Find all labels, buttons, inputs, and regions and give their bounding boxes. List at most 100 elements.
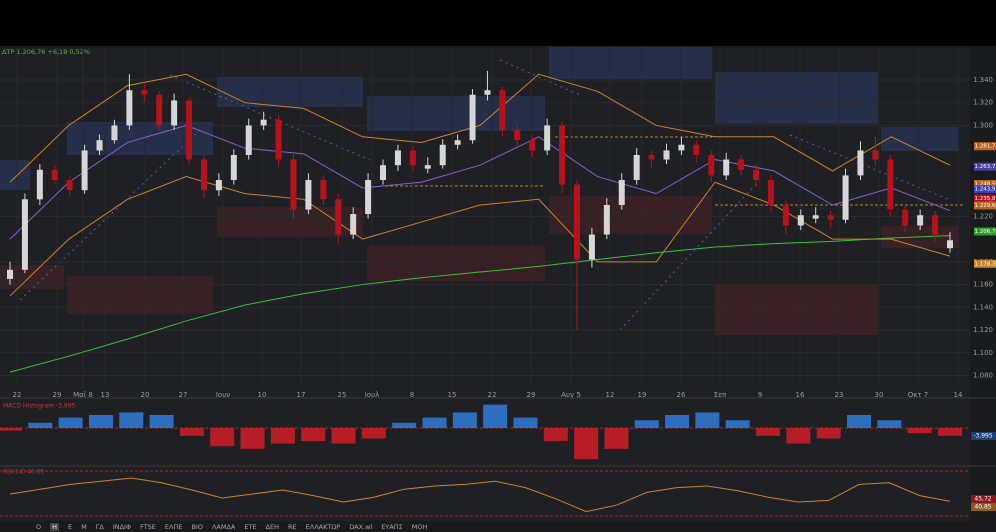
toolbar-item[interactable]: ΓΔ [95, 522, 104, 531]
y-tick-label: 1.160 [973, 281, 993, 289]
candle-body [932, 215, 939, 235]
price-tag-label: 1.263,7 [975, 164, 996, 170]
x-tick-label: 29 [527, 391, 536, 399]
candle-body [424, 165, 431, 169]
toolbar-item[interactable]: Ο [36, 522, 42, 531]
rsi-tag [971, 503, 996, 511]
x-tick-label: 14 [954, 391, 963, 399]
macd-bar [179, 428, 204, 436]
macd-bar [634, 420, 659, 428]
price-tag-label: 1.281,7 [975, 144, 996, 150]
toolbar-item[interactable]: ΜΟΗ [411, 522, 428, 531]
rsi-name: RSI(14) [3, 469, 25, 476]
toolbar-item[interactable]: ΛΑΜΔΑ [211, 522, 236, 531]
candle-body [812, 215, 819, 219]
quote: ΔΤΡ 1.206,76 +6,19 0,52% [2, 48, 90, 56]
macd-bar [210, 428, 235, 447]
y-tick-label: 1.140 [973, 303, 993, 311]
price-tag [974, 227, 996, 236]
toolbar-item[interactable]: ΒΙΟ [191, 522, 203, 531]
price-tag [974, 179, 996, 188]
candle-body [753, 169, 760, 180]
macd-bar [786, 428, 811, 444]
candle-body [887, 159, 894, 210]
x-tick-label: 10 [258, 391, 267, 399]
macd-last: -3,995 [56, 403, 76, 410]
candle-body [439, 144, 446, 166]
toolbar-item[interactable]: Μ [81, 522, 87, 531]
macd-bar [483, 404, 508, 428]
toolbar-item[interactable]: ΕΛΠΕ [164, 522, 183, 531]
candle-body [126, 90, 133, 126]
x-tick-label: 30 [875, 391, 884, 399]
candle-body [215, 179, 222, 191]
candle-body [738, 159, 745, 170]
macd-bar [361, 428, 386, 439]
candle-body [335, 199, 342, 235]
zone [549, 196, 712, 234]
toolbar-item[interactable]: FTSE [140, 522, 156, 531]
rsi-tag-label: 45,72 [974, 496, 991, 503]
toolbar-item[interactable]: ΕΛΛΑΚΤΩΡ [305, 522, 341, 531]
toolbar-item[interactable]: RE [288, 522, 297, 531]
toolbar-item[interactable]: ΕΥΑΠΣ [381, 522, 403, 531]
price-tag-label: 1.178,3 [975, 261, 996, 267]
toolbar-item[interactable]: Η [50, 522, 60, 531]
y-tick-label: 1.120 [973, 326, 993, 334]
candle-body [290, 159, 297, 210]
toolbar-item[interactable]: DAX.wl [349, 522, 373, 531]
candle-body [767, 179, 774, 205]
candle-body [380, 165, 387, 180]
y-tick-label: 1.100 [973, 349, 993, 357]
y-tick-label: 1.320 [973, 99, 993, 107]
macd-bar [331, 428, 356, 444]
candle-body [275, 119, 282, 160]
toolbar-item[interactable]: ΙΝΔΙΦ [112, 522, 132, 531]
candle-body [320, 179, 327, 200]
toolbar-item[interactable]: Ε [68, 522, 73, 531]
indicator-line [9, 176, 951, 297]
zone [715, 285, 878, 335]
x-tick-label: 22 [13, 391, 22, 399]
x-tick-label: 27 [179, 391, 188, 399]
candle-body [723, 159, 730, 176]
candle-body [603, 204, 610, 235]
y-tick-label: 1.340 [973, 76, 993, 84]
zone [217, 77, 363, 107]
macd-tag [971, 432, 996, 440]
macd-bar [119, 412, 144, 428]
macd-bar [695, 412, 720, 428]
candle-body [633, 154, 640, 180]
chart-area: ΔΤΡ 1.206,76 +6,19 0,52% MACD Histogram … [0, 0, 996, 521]
x-tick-label: 26 [677, 391, 686, 399]
candle-body [872, 150, 879, 160]
candle-body [618, 179, 625, 205]
x-tick-label: 15 [448, 391, 457, 399]
price-tag-label: 1.235,8 [975, 196, 996, 202]
top-bar [0, 0, 996, 46]
candle-body [394, 150, 401, 166]
macd-bar [847, 415, 872, 428]
toolbar-item[interactable]: ΕΤΕ [244, 522, 257, 531]
candle-body [156, 94, 163, 126]
indicator-line [9, 124, 951, 240]
x-tick-label: Αυγ 5 [561, 391, 581, 399]
macd-bar [877, 420, 902, 428]
candle-body [469, 94, 476, 141]
zone [549, 47, 712, 79]
macd-bar [756, 428, 781, 436]
candle-body [544, 125, 551, 151]
zone [67, 276, 213, 314]
macd-bar [422, 417, 447, 428]
candle-body [514, 129, 521, 141]
candle-body [947, 240, 953, 249]
price-tag [974, 201, 996, 210]
candle-body [708, 154, 715, 176]
toolbar-item[interactable]: ΔΕΗ [265, 522, 280, 531]
price-tag-label: 1.206,7 [975, 229, 996, 235]
x-tick-label: Ιουλ [365, 391, 380, 399]
macd-bar [270, 428, 295, 444]
candle-body [782, 204, 789, 226]
candle-body [200, 159, 207, 191]
